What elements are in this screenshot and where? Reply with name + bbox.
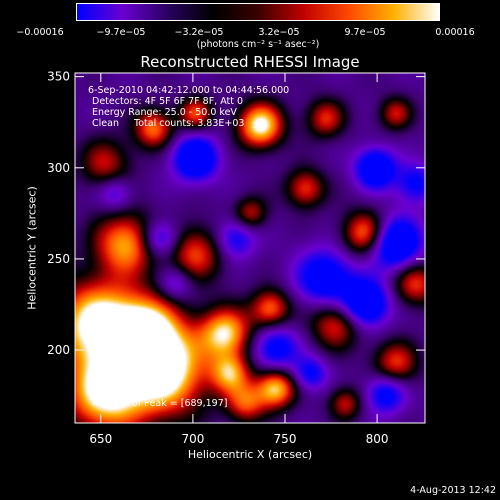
detectors-text: Detectors: 4F 5F 6F 7F 8F, Att 0	[92, 96, 244, 107]
x-tick-label: 650	[89, 432, 112, 446]
x-axis-label: Heliocentric X (arcsec)	[187, 448, 313, 461]
plot-frame	[74, 72, 426, 424]
y-tick-label: 250	[47, 252, 70, 266]
colorbar	[76, 3, 440, 21]
y-axis: 200 250 300 350	[47, 70, 425, 357]
colorbar-tick-label: 0.00016	[435, 27, 475, 38]
peak-position-text: Position of Peak = [689,197]	[92, 398, 228, 409]
colorbar-tick-label: −9.7e−05	[96, 27, 146, 38]
colorbar-tick-label: −3.2e−05	[174, 27, 224, 38]
footer-timestamp: 4-Aug-2013 12:42	[410, 485, 496, 496]
time-range-text: 6-Sep-2010 04:42:12.000 to 04:44:56.000	[88, 85, 290, 96]
x-axis: 650 700 750 800	[89, 73, 389, 446]
x-tick-label: 800	[366, 432, 389, 446]
colorbar-tick-label: 3.2e−05	[258, 27, 300, 38]
clean-counts-text: Clean Total counts: 3.83E+03	[92, 118, 245, 129]
chart-title: Reconstructed RHESSI Image	[140, 53, 360, 71]
plot-area	[75, 73, 425, 423]
x-tick-label: 750	[274, 432, 297, 446]
y-tick-label: 350	[47, 70, 70, 84]
colorbar-tick-label: 9.7e−05	[344, 27, 386, 38]
y-tick-label: 200	[47, 343, 70, 357]
energy-range-text: Energy Range: 25.0 - 50.0 keV	[92, 107, 237, 118]
heatmap-image	[75, 73, 425, 423]
colorbar-tick-label: −0.00016	[16, 27, 64, 38]
y-tick-label: 300	[47, 161, 70, 175]
colorbar-units: (photons cm⁻² s⁻¹ asec⁻²)	[196, 39, 320, 50]
x-tick-label: 700	[181, 432, 204, 446]
y-axis-label: Heliocentric Y (arcsec)	[25, 186, 39, 310]
